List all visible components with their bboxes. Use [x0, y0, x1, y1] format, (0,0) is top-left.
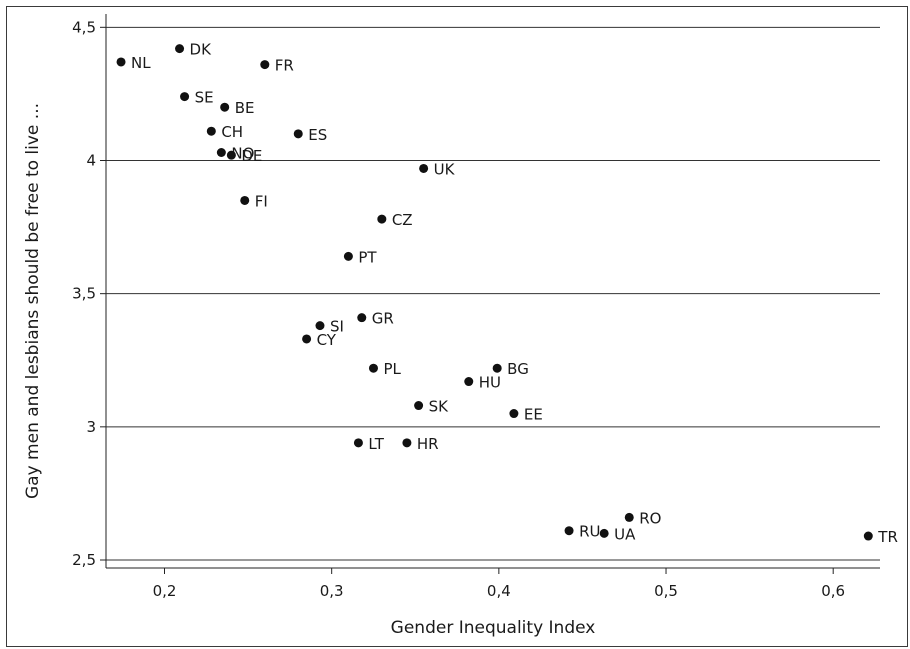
point-label-ua: UA: [614, 525, 636, 543]
x-axis-ticks: 0,2 0,3 0,4 0,5 0,6: [153, 568, 845, 600]
data-point-dk: [175, 44, 185, 54]
data-point-es: [293, 129, 303, 139]
point-label-dk: DK: [190, 41, 213, 59]
x-tick-label: 0,3: [320, 582, 344, 600]
point-label-es: ES: [308, 126, 327, 144]
data-point-tr: [863, 531, 873, 541]
point-label-hu: HU: [479, 374, 501, 392]
point-label-de: DE: [241, 147, 262, 165]
data-point-nl: [116, 57, 126, 67]
data-point-ee: [509, 409, 519, 419]
point-label-uk: UK: [434, 160, 456, 178]
data-point-cz: [377, 214, 387, 224]
data-point-fi: [240, 195, 250, 205]
point-label-nl: NL: [131, 54, 151, 72]
data-point-fr: [260, 60, 270, 70]
point-label-be: BE: [235, 99, 255, 117]
point-label-fi: FI: [255, 192, 268, 210]
data-point-cy: [302, 334, 312, 344]
data-point-gr: [357, 313, 367, 323]
point-label-no: NO: [231, 145, 254, 163]
y-tick-label: 2,5: [72, 551, 96, 569]
data-point-lt: [353, 438, 363, 448]
x-tick-label: 0,2: [153, 582, 177, 600]
point-label-lt: LT: [368, 435, 384, 453]
data-point-ua: [599, 528, 609, 538]
point-label-ro: RO: [639, 509, 661, 527]
data-point-ru: [564, 526, 574, 536]
data-point-hu: [464, 377, 474, 387]
point-label-bg: BG: [507, 360, 529, 378]
x-tick-label: 0,4: [487, 582, 511, 600]
data-point-sk: [414, 401, 424, 411]
y-tick-label: 3: [86, 418, 96, 436]
x-tick-label: 0,6: [821, 582, 845, 600]
x-tick-label: 0,5: [654, 582, 678, 600]
y-tick-label: 3,5: [72, 285, 96, 303]
data-point-pt: [343, 251, 353, 261]
data-point-no: [216, 148, 226, 157]
point-label-sk: SK: [429, 398, 450, 416]
data-point-ro: [624, 512, 634, 522]
y-tick-label: 4,5: [72, 18, 96, 36]
point-label-gr: GR: [372, 310, 394, 328]
point-label-pt: PT: [358, 248, 377, 266]
data-point-pl: [368, 363, 378, 373]
y-axis-ticks: 2,5 3 3,5 4 4,5: [72, 18, 106, 569]
point-label-se: SE: [195, 89, 214, 107]
point-label-ee: EE: [524, 406, 543, 424]
x-axis-title: Gender Inequality Index: [391, 618, 596, 638]
point-label-tr: TR: [877, 528, 898, 546]
point-label-cz: CZ: [392, 211, 413, 229]
point-label-ch: CH: [221, 123, 243, 141]
point-label-pl: PL: [383, 360, 401, 378]
data-point-ch: [206, 126, 216, 136]
data-point-si: [315, 321, 325, 331]
point-label-hr: HR: [417, 435, 439, 453]
y-tick-label: 4: [86, 151, 96, 169]
data-point-uk: [419, 163, 429, 173]
point-label-ru: RU: [579, 523, 600, 541]
data-point-be: [220, 102, 230, 112]
axes: [105, 14, 880, 569]
y-axis-title: Gay men and lesbians should be free to l…: [23, 103, 43, 499]
data-point-se: [180, 92, 190, 102]
chart-frame: [6, 6, 908, 647]
point-label-fr: FR: [275, 57, 294, 75]
gridlines: [106, 26, 880, 561]
data-point-hr: [402, 438, 412, 448]
point-label-cy: CY: [317, 331, 337, 349]
data-point-bg: [492, 363, 502, 373]
point-label-si: SI: [330, 318, 344, 336]
data-point-de: [226, 150, 236, 160]
